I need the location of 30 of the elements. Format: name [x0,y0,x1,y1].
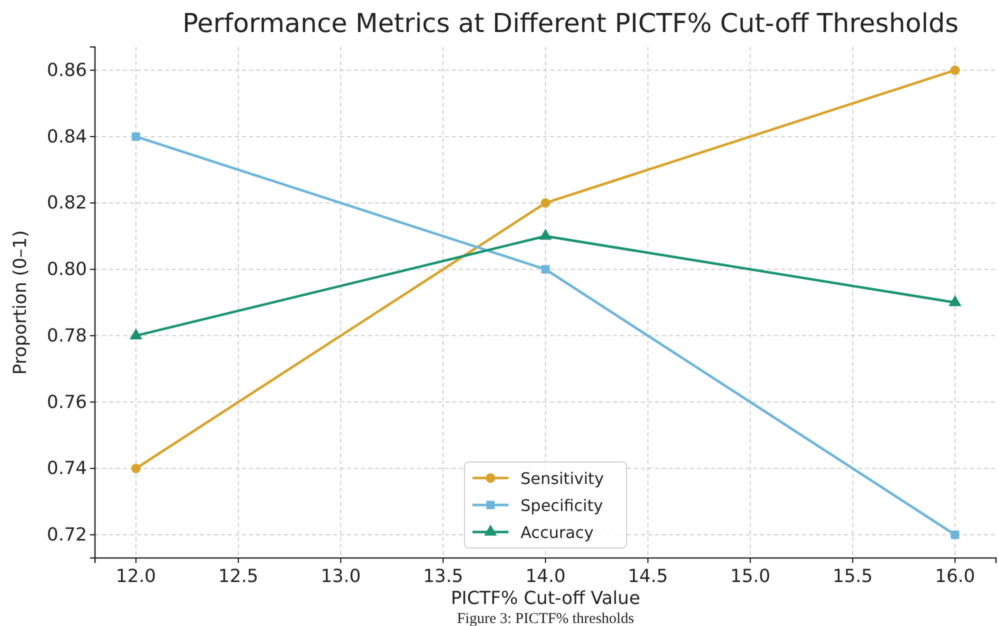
x-tick-label: 15.0 [730,566,770,588]
point [540,198,550,208]
x-axis-title: PICTF% Cut-off Value [450,588,640,609]
point [950,530,960,539]
x-tick-label: 16.0 [935,566,976,588]
y-tick-label: 0.86 [46,60,87,81]
legend-label: Sensitivity [520,469,604,488]
x-tick-label: 15.5 [832,566,873,588]
chart-title: Performance Metrics at Different PICTF% Cut-off Thresholds [182,9,959,39]
point [131,464,141,474]
x-tick-label: 14.5 [628,566,668,588]
caption: Figure 3: PICTF% thresholds [456,611,634,626]
y-tick-label: 0.72 [46,524,87,546]
x-tick-label: 14.0 [525,566,566,588]
y-tick-label: 0.78 [46,325,87,346]
y-axis-title: Proportion (0–1) [10,230,31,375]
legend-label: Accuracy [520,523,594,542]
y-tick-label: 0.80 [46,259,87,280]
y-tick-label: 0.76 [46,392,87,413]
point [950,66,960,75]
point [541,265,550,274]
y-tick-label: 0.82 [46,192,87,214]
x-tick-label: 12.5 [218,566,258,588]
x-tick-label: 13.5 [423,566,464,588]
x-tick-label: 13.0 [320,566,361,588]
y-tick-label: 0.84 [46,126,87,148]
point [132,132,140,141]
legend-label: Specificity [520,496,603,515]
y-tick-label: 0.74 [46,458,87,480]
x-tick-label: 12.0 [116,566,156,588]
